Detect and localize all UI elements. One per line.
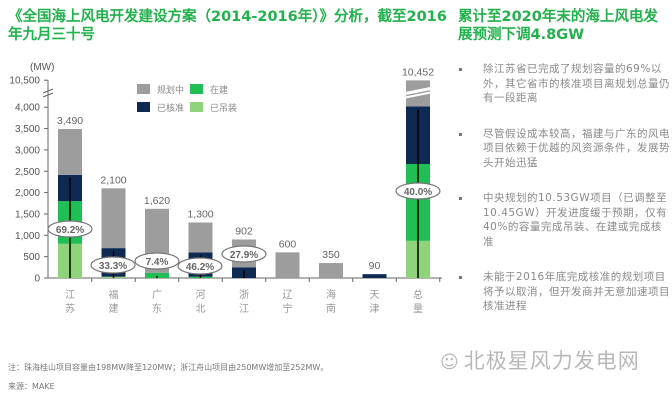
y-tick-label: 2,500	[15, 167, 40, 178]
bullet-icon	[459, 276, 462, 279]
percent-label: 40.0%	[404, 187, 432, 198]
category-label: 建	[109, 302, 119, 315]
category-label: 南	[326, 302, 336, 315]
bar-segment	[188, 222, 213, 253]
side-title: 累计至2020年末的海上风电发展预测下调4.8GW	[458, 9, 658, 43]
category-label: 北	[196, 303, 206, 315]
watermark: ☺ 北极星风力发电网	[440, 345, 640, 375]
category-label: 福	[109, 288, 119, 301]
y-tick-label: 500	[23, 252, 40, 263]
wechat-icon: ☺	[440, 352, 460, 373]
finding-text: 尽管假设成本较高，福建与广东的风电项目依赖于优越的风资源条件，发展势头开始迅猛	[483, 127, 670, 169]
legend-label: 已核准	[157, 102, 184, 114]
bar-break-mark	[402, 91, 434, 99]
percent-label: 33.3%	[99, 261, 127, 272]
bullet-icon	[459, 132, 462, 136]
y-tick-label: 1,500	[15, 209, 40, 220]
legend-swatch	[190, 84, 203, 94]
total-label: 90	[369, 260, 381, 272]
bar-segment	[275, 252, 300, 278]
finding-text: 中央规划的10.53GW项目（已调整至10.45GW）开发进度缓于预期，仅有40…	[483, 192, 668, 248]
percent-badge	[134, 252, 180, 270]
axis-break-mark	[42, 88, 54, 94]
total-label: 600	[279, 238, 297, 250]
category-label: 辽	[283, 289, 293, 301]
y-axis-unit: (MW)	[30, 62, 54, 73]
bullet-icon	[459, 197, 462, 200]
finding-item: 除江苏省已完成了规划容量的69%以外，其它省市的核准项目离规划总量仍有一段距离	[455, 62, 670, 106]
axis-break-mark	[42, 92, 54, 98]
category-label: 量	[413, 303, 423, 315]
percent-label: 69.2%	[56, 225, 84, 236]
watermark-text: 北极星风力发电网	[463, 349, 640, 373]
category-label: 天	[370, 290, 380, 301]
y-tick-label: 3,000	[15, 145, 40, 156]
percent-label: 27.9%	[230, 250, 258, 261]
source-note: 来源：MAKE	[8, 382, 55, 391]
legend-label: 在建	[210, 84, 228, 96]
y-tick-label: 3,500	[15, 124, 40, 135]
bar-segment	[362, 274, 387, 278]
category-label: 广	[152, 289, 162, 301]
y-tick-label: 4,000	[15, 103, 40, 114]
bullet-icon	[459, 68, 462, 71]
category-label: 江	[65, 289, 75, 301]
bar-segment	[145, 272, 169, 278]
category-label: 东	[152, 302, 162, 315]
total-label: 1,620	[144, 195, 170, 207]
y-tick-label: 10,500	[9, 76, 40, 87]
total-label: 3,490	[57, 115, 83, 127]
bar-segment	[319, 263, 343, 278]
finding-item: 未能于2016年底完成核准的规划项目将予以取消，但开发商并无意加速项目核准进程	[455, 270, 670, 314]
category-label: 江	[239, 303, 249, 315]
total-label: 902	[235, 225, 253, 237]
percent-badge	[395, 182, 441, 200]
legend-swatch	[137, 102, 150, 112]
legend-label: 规划中	[157, 84, 184, 96]
category-label: 宁	[283, 302, 293, 315]
finding-item: 尽管假设成本较高，福建与广东的风电项目依赖于优越的风资源条件，发展势头开始迅猛	[455, 127, 670, 171]
category-label: 总	[413, 288, 423, 301]
total-label: 1,300	[187, 208, 213, 220]
y-tick-label: 1,000	[15, 231, 40, 242]
percent-label: 46.2%	[186, 262, 214, 273]
finding-text: 未能于2016年底完成核准的规划项目将予以取消，但开发商并无意加速项目核准进程	[483, 271, 670, 312]
legend-swatch	[190, 102, 203, 112]
category-label: 苏	[65, 302, 75, 315]
y-tick-label: 0	[34, 274, 40, 285]
total-label: 10,452	[402, 66, 434, 78]
category-label: 海	[326, 288, 336, 301]
percent-label: 7.4%	[146, 257, 169, 268]
category-label: 浙	[239, 289, 249, 301]
footnote: 注：珠海桂山项目容量由198MW降至120MW；浙江舟山项目由250MW增加至2…	[8, 363, 329, 372]
category-label: 河	[196, 289, 206, 301]
total-label: 350	[322, 249, 340, 261]
total-label: 2,100	[100, 174, 126, 186]
page-title: 《全国海上风电开发建设方案（2014-2016年）》分析，截至2016年九月三十…	[8, 9, 447, 43]
finding-text: 除江苏省已完成了规划容量的69%以外，其它省市的核准项目离规划总量仍有一段距离	[483, 63, 670, 104]
bar-break-mark	[402, 86, 434, 96]
percent-badge	[221, 245, 267, 263]
percent-badge	[177, 257, 223, 275]
legend-label: 已吊装	[210, 102, 237, 114]
findings-list: 除江苏省已完成了规划容量的69%以外，其它省市的核准项目离规划总量仍有一段距离 …	[455, 62, 670, 335]
category-label: 津	[370, 303, 380, 315]
percent-badge	[90, 256, 136, 274]
percent-badge	[47, 220, 93, 238]
y-tick-label: 2,000	[15, 188, 40, 199]
bar-segment	[58, 128, 82, 175]
legend-swatch	[137, 84, 150, 94]
bar-segment	[101, 188, 126, 249]
finding-item: 中央规划的10.53GW项目（已调整至10.45GW）开发进度缓于预期，仅有40…	[455, 191, 670, 249]
